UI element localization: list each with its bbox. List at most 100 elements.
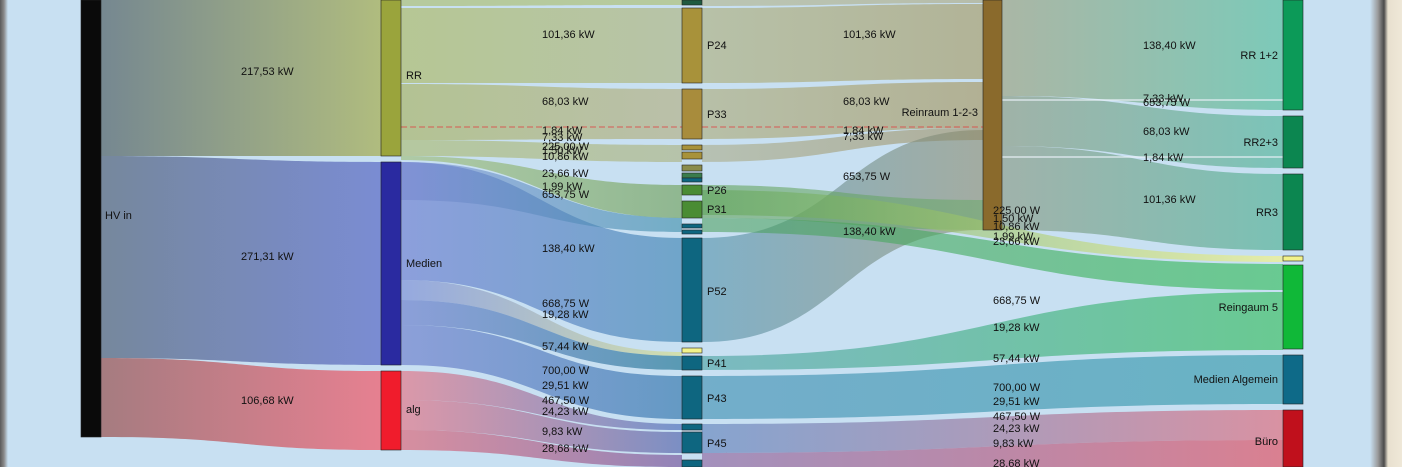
link-small-reinraum [702, 128, 983, 162]
flow-label-col5: 653,75 W [1143, 97, 1191, 109]
label-alg: alg [406, 404, 421, 416]
node-p24 [681, 7, 703, 84]
link-p24-reinraum [702, 4, 983, 83]
link-p41-reingaum [702, 292, 1283, 370]
flow-label-col2: 653,75 W [542, 189, 590, 201]
node-p-small-5 [681, 177, 703, 183]
node-p-small-1 [681, 144, 703, 151]
label-p31: P31 [707, 204, 727, 216]
node-p43 [681, 375, 703, 420]
flow-label-col4: 29,51 kW [993, 396, 1040, 408]
flow-label-col2: 101,36 kW [542, 29, 595, 41]
flow-label-col2: 1,50 kW [542, 145, 583, 157]
link-hv-medien [101, 156, 381, 365]
node-medien-alg [1282, 354, 1304, 405]
node-p-small-6 [681, 223, 703, 229]
link-p45-buero [702, 410, 1283, 453]
flow-label-col4: 24,23 kW [993, 423, 1040, 435]
flow-label-col2: 10,86 kW [542, 151, 589, 163]
flow-label-col2: 19,28 kW [542, 309, 589, 321]
flow-label-col4: 19,28 kW [993, 322, 1040, 334]
flow-label-col5: 101,36 kW [1143, 194, 1196, 206]
node-p33 [681, 88, 703, 140]
node-alg [380, 370, 402, 451]
node-p-small-4 [681, 172, 703, 179]
node-p31 [681, 200, 703, 219]
link-reinraum-rr3 [1002, 146, 1283, 250]
sankey-nodes [80, 0, 1304, 467]
node-p45 [681, 431, 703, 454]
node-p-yellow [681, 347, 703, 354]
link-medien-p31 [401, 162, 682, 232]
link-rr-p24 [401, 8, 682, 83]
label-p45: P45 [707, 438, 727, 450]
flow-label-col4: 1,99 kW [993, 231, 1034, 243]
flow-label-col2: 29,51 kW [542, 380, 589, 392]
label-p26: P26 [707, 185, 727, 197]
flow-label-col2: 9,83 kW [542, 426, 583, 438]
flow-label-col2: 24,23 kW [542, 406, 589, 418]
flow-label-col4: 10,86 kW [993, 221, 1040, 233]
link-reinraum-rr23 [1002, 96, 1283, 168]
flow-label-col2: 700,00 W [542, 365, 590, 377]
flow-label-col2: 668,75 W [542, 298, 590, 310]
flow-label-col5: 138,40 kW [1143, 40, 1196, 52]
link-medien-p41y [401, 280, 682, 356]
flow-label-col3: 1,84 kW [843, 125, 884, 137]
node-hv-in [80, 0, 102, 438]
flow-label-col4: 9,83 kW [993, 438, 1034, 450]
node-rr3 [1282, 173, 1304, 251]
label-buero: Büro [1255, 436, 1278, 448]
label-p43: P43 [707, 393, 727, 405]
link-medien-p52 [401, 162, 682, 342]
label-p24: P24 [707, 40, 727, 52]
flow-label-col3: 653,75 W [843, 171, 891, 183]
node-p-top [681, 0, 703, 6]
flow-label-col4: 28,68 kW [993, 458, 1040, 467]
label-rr12: RR 1+2 [1240, 50, 1278, 62]
link-medien-p43 [401, 325, 682, 419]
link-reinraum-rr12 [1002, 0, 1283, 110]
link-rr-p26-p31 [401, 156, 682, 218]
node-rr23 [1282, 115, 1304, 169]
flow-label-col5: 1,84 kW [1143, 152, 1184, 164]
link-hv-rr [101, 0, 381, 156]
node-reinraum [982, 0, 1003, 231]
link-p31-reingaum [702, 218, 1283, 290]
link-alg-p43b [401, 371, 682, 430]
label-reingaum5: Reingaum 5 [1219, 302, 1278, 314]
flow-label-col2: 28,68 kW [542, 443, 589, 455]
sankey-links [101, 0, 1283, 467]
flow-label-col4: 23,66 kW [993, 236, 1040, 248]
flow-label-col4: 1,50 kW [993, 213, 1034, 225]
flow-label-col4: 225,00 W [993, 205, 1041, 217]
node-reingaum5 [1282, 264, 1304, 350]
link-rr-top [401, 0, 682, 6]
flow-label-col3: 138,40 kW [843, 226, 896, 238]
link-p43-medienalg [702, 355, 1283, 419]
flow-label-col4: 467,50 W [993, 411, 1041, 423]
link-hv-alg [101, 358, 381, 450]
label-rr23: RR2+3 [1243, 137, 1278, 149]
flow-label-col2: 225,00 W [542, 141, 590, 153]
node-rr12 [1282, 0, 1304, 111]
node-p-small-2 [681, 151, 703, 160]
link-alg-p45 [401, 400, 682, 453]
node-buero [1282, 409, 1304, 467]
label-p41: P41 [707, 358, 727, 370]
flow-label-col5: 7,33 kW [1143, 93, 1184, 105]
link-medien-p41 [401, 300, 682, 370]
label-reinraum: Reinraum 1-2-3 [902, 107, 978, 119]
sankey-labels: HV in RR Medien alg P24 P33 P26 P31 P52 P41 P43 P45… [105, 29, 1278, 467]
flow-label-col3: 101,36 kW [843, 29, 896, 41]
flow-label-col2: 138,40 kW [542, 243, 595, 255]
node-p41 [681, 355, 703, 371]
flow-label-col2: 1,84 kW [542, 125, 583, 137]
node-yellow-dest [1282, 255, 1304, 262]
flow-label-col4: 668,75 W [993, 295, 1041, 307]
flow-label-col2: 23,66 kW [542, 168, 589, 180]
label-hv-in: HV in [105, 210, 132, 222]
flow-label-col4: 700,00 W [993, 382, 1041, 394]
